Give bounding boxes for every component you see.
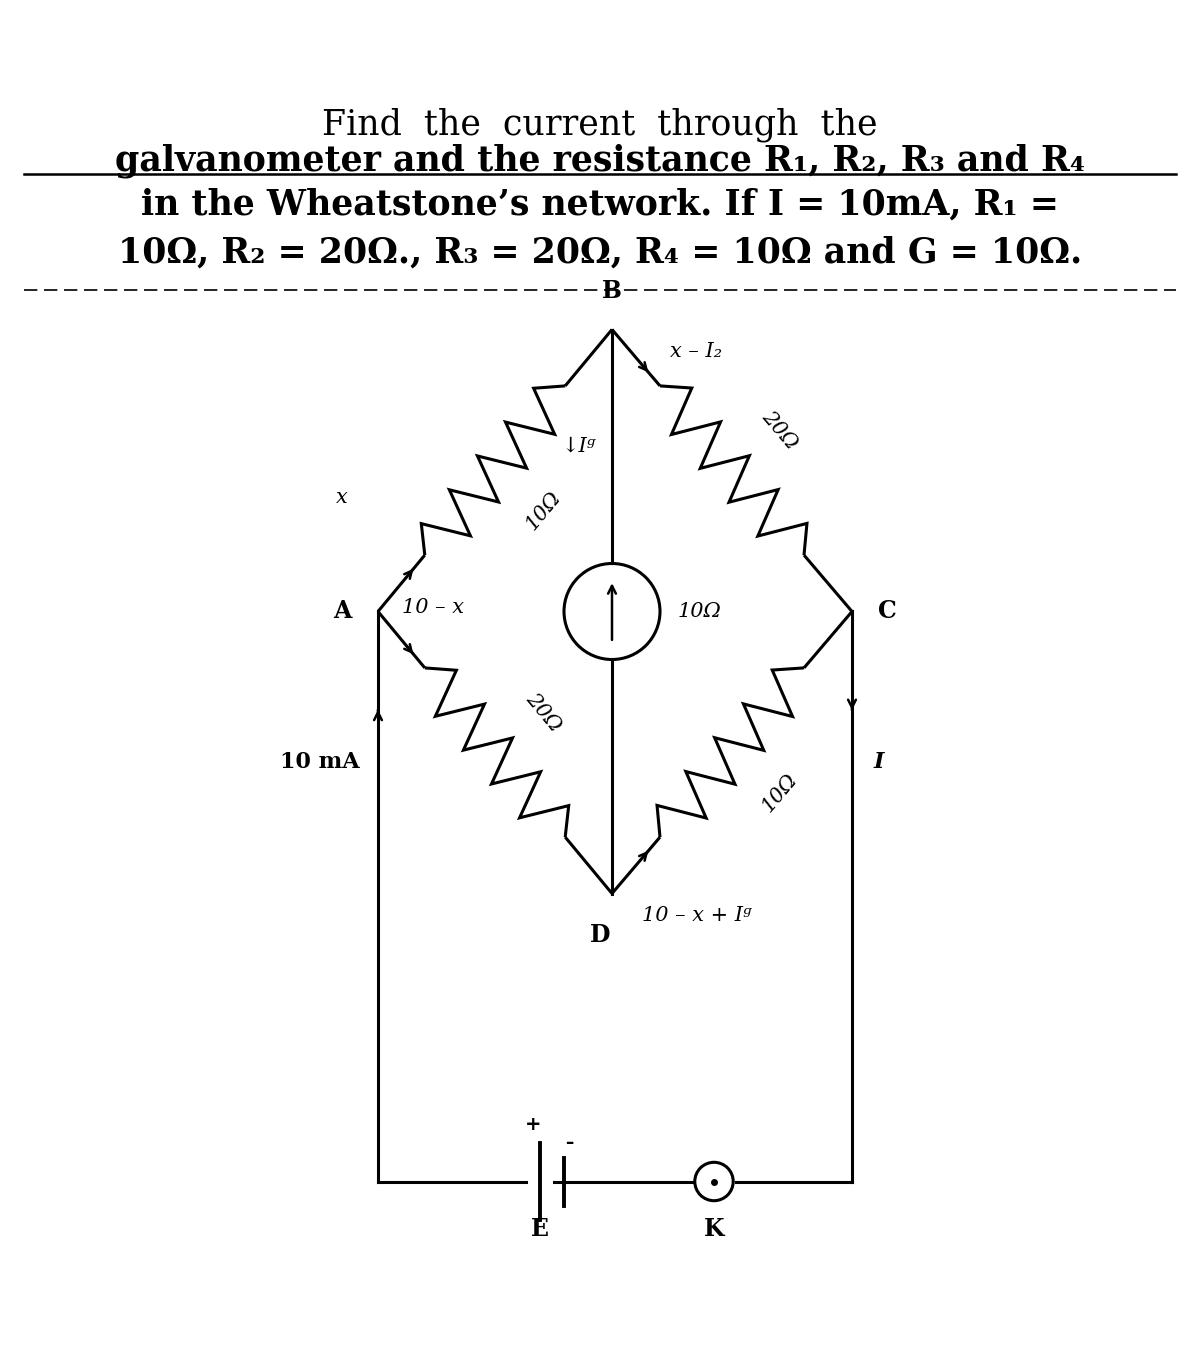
Text: K: K — [703, 1218, 725, 1241]
Text: x – I₂: x – I₂ — [670, 341, 721, 360]
Text: ↓Iᵍ: ↓Iᵍ — [562, 438, 595, 457]
Text: 10Ω: 10Ω — [758, 770, 800, 816]
Text: 10 mA: 10 mA — [281, 751, 360, 772]
Text: I: I — [874, 751, 884, 772]
Text: 10Ω: 10Ω — [678, 602, 721, 621]
Text: 10 – x: 10 – x — [402, 599, 464, 618]
Text: B: B — [602, 279, 622, 304]
Text: 20Ω: 20Ω — [758, 408, 800, 453]
Text: D: D — [589, 924, 611, 947]
Text: 10Ω: 10Ω — [522, 488, 564, 534]
Text: C: C — [878, 599, 898, 623]
Text: –: – — [565, 1134, 572, 1152]
Text: 20Ω: 20Ω — [522, 690, 564, 736]
Text: in the Wheatstone’s network. If I = 10mA, R₁ =: in the Wheatstone’s network. If I = 10mA… — [142, 188, 1058, 222]
Text: x: x — [336, 488, 348, 507]
Text: Find  the  current  through  the: Find the current through the — [323, 107, 877, 142]
Text: 10 – x + Iᵍ: 10 – x + Iᵍ — [642, 905, 751, 924]
Text: E: E — [530, 1218, 550, 1241]
Text: A: A — [334, 599, 352, 623]
Text: +: + — [524, 1115, 541, 1134]
Text: 10Ω, R₂ = 20Ω., R₃ = 20Ω, R₄ = 10Ω and G = 10Ω.: 10Ω, R₂ = 20Ω., R₃ = 20Ω, R₄ = 10Ω and G… — [118, 236, 1082, 270]
Text: galvanometer and the resistance R₁, R₂, R₃ and R₄: galvanometer and the resistance R₁, R₂, … — [115, 144, 1085, 178]
